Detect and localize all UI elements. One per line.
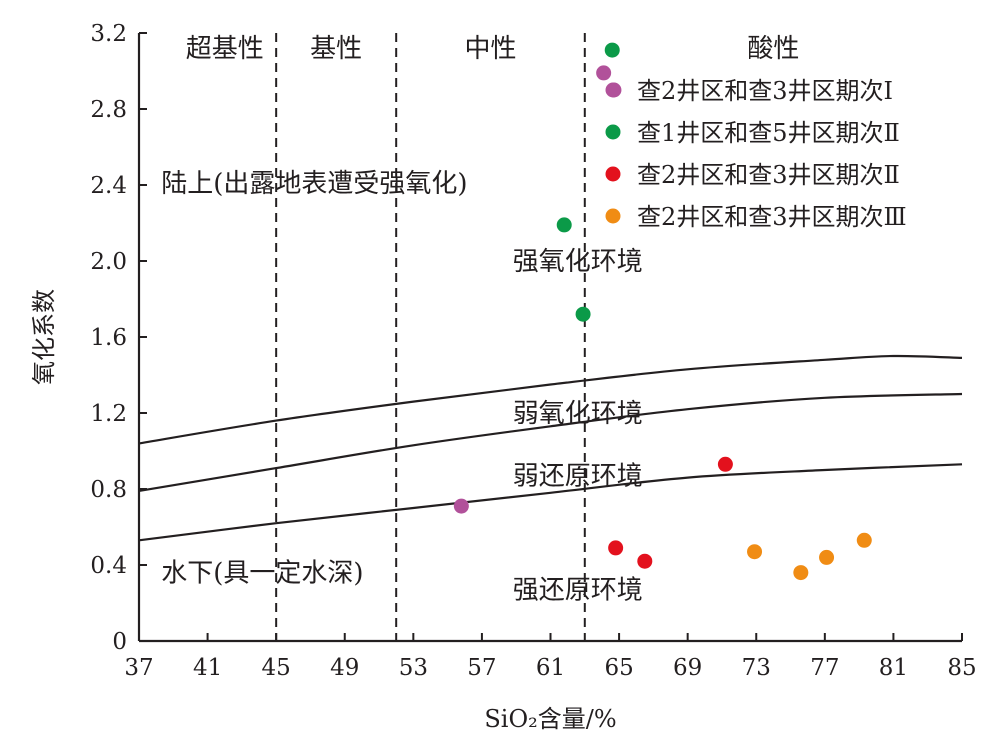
x-tick-label: 85 (947, 655, 976, 681)
y-tick-label: 0.8 (90, 477, 127, 503)
x-tick-label: 57 (467, 655, 496, 681)
boundary-curves (138, 354, 963, 542)
data-point (608, 540, 624, 556)
x-tick-label: 41 (193, 655, 222, 681)
y-tick-label: 1.2 (90, 401, 127, 427)
x-tick-label: 77 (810, 655, 839, 681)
y-axis-title: 氧化系数 (30, 289, 58, 385)
y-tick-label: 2.8 (90, 97, 127, 123)
data-point (453, 498, 469, 514)
data-point (575, 306, 591, 322)
data-point (556, 217, 572, 233)
annotation: 弱还原环境 (513, 462, 643, 492)
x-axis-title: SiO₂含量/% (484, 705, 616, 733)
annotation: 弱氧化环境 (513, 399, 643, 429)
data-point (596, 65, 612, 81)
data-point (819, 549, 835, 565)
x-tick-label: 49 (330, 655, 359, 681)
annotation: 陆上(出露地表遭受强氧化) (161, 169, 467, 199)
data-point (604, 42, 620, 58)
x-tick-label: 69 (673, 655, 702, 681)
y-tick-label: 2.0 (90, 249, 127, 275)
y-tick-label: 3.2 (90, 21, 127, 47)
legend-label: 查1井区和查5井区期次Ⅱ (637, 119, 900, 147)
annotation: 强还原环境 (513, 576, 643, 606)
x-tick-label: 53 (399, 655, 428, 681)
y-tick-label: 0 (112, 629, 127, 655)
y-tick-label: 1.6 (90, 325, 127, 351)
x-tick-label: 61 (536, 655, 565, 681)
x-tick-label: 45 (262, 655, 291, 681)
y-tick-label: 0.4 (90, 553, 127, 579)
region-label: 基性 (310, 34, 362, 64)
legend-marker (605, 166, 621, 182)
ticks: 37 41 45 49 53 57 61 65 69 73 77 81 85 0 0.4 0.8 1.2 1.6 2… (90, 21, 976, 681)
legend-label: 查2井区和查3井区期次Ⅲ (637, 203, 907, 231)
annotation: 水下(具一定水深) (161, 559, 363, 589)
region-label: 超基性 (186, 34, 264, 64)
data-point (856, 532, 872, 548)
data-point (717, 456, 733, 472)
data-point (793, 565, 809, 581)
data-point (747, 544, 763, 560)
rock-type-dividers (275, 33, 586, 641)
legend: 查2井区和查3井区期次Ⅰ 查1井区和查5井区期次Ⅱ 查2井区和查3井区期次Ⅱ 查2井区… (605, 77, 907, 231)
legend-label: 查2井区和查3井区期次Ⅰ (637, 77, 893, 105)
x-tick-label: 65 (604, 655, 633, 681)
legend-marker (605, 82, 621, 98)
legend-label: 查2井区和查3井区期次Ⅱ (637, 161, 900, 189)
region-label: 中性 (464, 34, 516, 64)
region-label: 酸性 (747, 34, 799, 64)
x-tick-label: 37 (124, 655, 153, 681)
region-labels: 超基性 基性 中性 酸性 (186, 34, 800, 64)
boundary-curve-3 (138, 463, 963, 542)
annotation: 强氧化环境 (513, 247, 643, 277)
legend-marker (605, 208, 621, 224)
x-tick-label: 73 (742, 655, 771, 681)
legend-marker (605, 124, 621, 140)
data-point (637, 553, 653, 569)
y-tick-label: 2.4 (90, 173, 127, 199)
x-tick-label: 81 (879, 655, 908, 681)
